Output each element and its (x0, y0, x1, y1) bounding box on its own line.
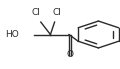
Text: Cl: Cl (53, 8, 61, 17)
Text: O: O (67, 50, 74, 59)
Text: HO: HO (5, 30, 19, 39)
Text: Cl: Cl (32, 8, 40, 17)
